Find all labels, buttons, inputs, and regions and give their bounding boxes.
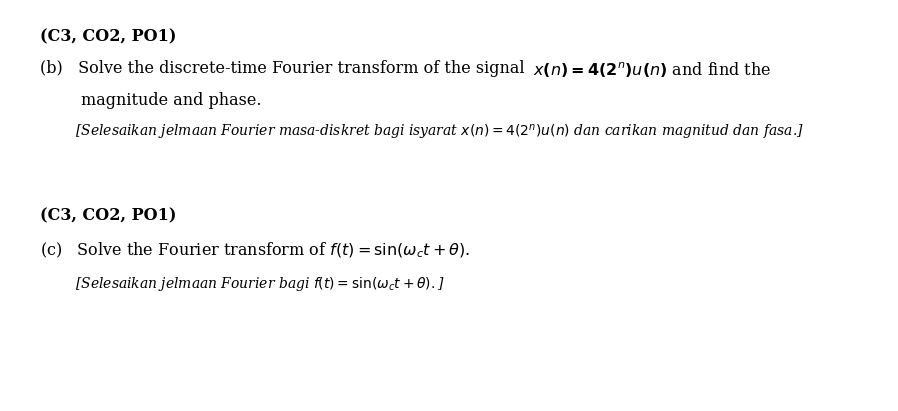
Text: [Selesaikan jelmaan Fourier masa-diskret bagi isyarat $\mathit{x(n) = 4(2^n)u(n): [Selesaikan jelmaan Fourier masa-diskret…	[40, 123, 805, 142]
Text: (b)   Solve the discrete-time Fourier transform of the signal: (b) Solve the discrete-time Fourier tran…	[40, 60, 530, 76]
Text: (C3, CO2, PO1): (C3, CO2, PO1)	[40, 208, 177, 224]
Text: magnitude and phase.: magnitude and phase.	[40, 92, 262, 109]
Text: [Selesaikan jelmaan Fourier bagi $\mathit{f(t) = \sin(\omega_c t + \theta).}$]: [Selesaikan jelmaan Fourier bagi $\mathi…	[40, 275, 445, 293]
Text: $\mathbf{\it{x}}$$\mathbf{(}$$\mathbf{\it{n}}$$\mathbf{) = 4(2^{\it{n}})}$$\math: $\mathbf{\it{x}}$$\mathbf{(}$$\mathbf{\i…	[533, 60, 770, 79]
Text: (c)   Solve the Fourier transform of $f(t) = \sin(\omega_c t + \theta)$.: (c) Solve the Fourier transform of $f(t)…	[40, 240, 471, 260]
Text: (C3, CO2, PO1): (C3, CO2, PO1)	[40, 29, 177, 46]
